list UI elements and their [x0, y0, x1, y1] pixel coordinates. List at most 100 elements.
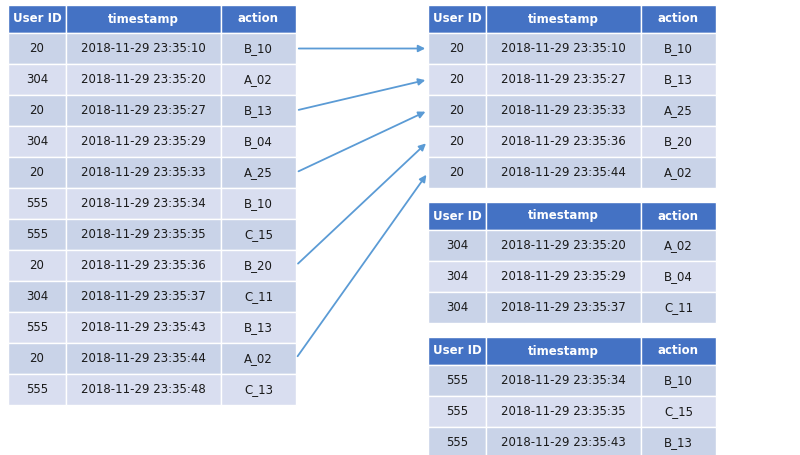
Text: 555: 555 [446, 374, 468, 387]
Bar [8, 219, 66, 250]
Bar [641, 261, 716, 292]
Bar [66, 95, 221, 126]
Bar [66, 126, 221, 157]
Bar [486, 292, 641, 323]
Text: A_25: A_25 [664, 104, 693, 117]
Bar [428, 261, 486, 292]
Bar [66, 219, 221, 250]
Text: 2018-11-29 23:35:20: 2018-11-29 23:35:20 [81, 73, 206, 86]
Bar [486, 337, 641, 365]
Text: User ID: User ID [433, 12, 482, 25]
Text: C_11: C_11 [244, 290, 273, 303]
Bar [8, 64, 66, 95]
Text: 2018-11-29 23:35:35: 2018-11-29 23:35:35 [501, 405, 626, 418]
Bar [66, 33, 221, 64]
Text: B_13: B_13 [244, 104, 273, 117]
Text: 2018-11-29 23:35:27: 2018-11-29 23:35:27 [501, 73, 626, 86]
Text: 304: 304 [446, 301, 468, 314]
Bar [641, 157, 716, 188]
Bar [66, 5, 221, 33]
Bar [428, 95, 486, 126]
Text: timestamp: timestamp [528, 344, 599, 358]
Text: 20: 20 [450, 42, 465, 55]
Text: timestamp: timestamp [108, 12, 179, 25]
Bar [221, 95, 296, 126]
Text: B_10: B_10 [664, 42, 693, 55]
Text: action: action [658, 12, 699, 25]
Text: 2018-11-29 23:35:33: 2018-11-29 23:35:33 [81, 166, 206, 179]
Bar [428, 126, 486, 157]
Text: A_02: A_02 [244, 352, 273, 365]
Text: 20: 20 [30, 42, 45, 55]
Bar [221, 157, 296, 188]
Text: 20: 20 [450, 166, 465, 179]
Bar [8, 281, 66, 312]
Bar [221, 250, 296, 281]
Bar [486, 64, 641, 95]
Bar [486, 365, 641, 396]
Bar [8, 188, 66, 219]
Text: 2018-11-29 23:35:35: 2018-11-29 23:35:35 [81, 228, 206, 241]
Text: 555: 555 [26, 197, 48, 210]
Bar [428, 202, 486, 230]
Bar [221, 188, 296, 219]
Text: 2018-11-29 23:35:10: 2018-11-29 23:35:10 [81, 42, 206, 55]
Text: 555: 555 [26, 383, 48, 396]
Text: 2018-11-29 23:35:37: 2018-11-29 23:35:37 [81, 290, 206, 303]
Bar [221, 219, 296, 250]
Text: 2018-11-29 23:35:20: 2018-11-29 23:35:20 [501, 239, 626, 252]
Text: B_20: B_20 [664, 135, 693, 148]
Text: C_13: C_13 [244, 383, 273, 396]
Text: 2018-11-29 23:35:36: 2018-11-29 23:35:36 [81, 259, 206, 272]
Text: User ID: User ID [433, 344, 482, 358]
Text: 2018-11-29 23:35:44: 2018-11-29 23:35:44 [81, 352, 206, 365]
Bar [641, 202, 716, 230]
Text: 20: 20 [450, 73, 465, 86]
Bar [641, 64, 716, 95]
Text: action: action [238, 12, 279, 25]
Bar [428, 427, 486, 455]
Text: B_04: B_04 [244, 135, 273, 148]
Text: User ID: User ID [13, 12, 62, 25]
Text: 20: 20 [30, 104, 45, 117]
Text: 2018-11-29 23:35:44: 2018-11-29 23:35:44 [501, 166, 626, 179]
Bar [641, 427, 716, 455]
Bar [428, 337, 486, 365]
Bar [428, 292, 486, 323]
Text: C_11: C_11 [664, 301, 693, 314]
Text: B_13: B_13 [664, 73, 693, 86]
Text: 20: 20 [30, 352, 45, 365]
Text: 2018-11-29 23:35:10: 2018-11-29 23:35:10 [501, 42, 626, 55]
Bar [66, 250, 221, 281]
Text: C_15: C_15 [664, 405, 693, 418]
Text: 20: 20 [30, 166, 45, 179]
Text: timestamp: timestamp [528, 12, 599, 25]
Bar [641, 365, 716, 396]
Text: 2018-11-29 23:35:48: 2018-11-29 23:35:48 [81, 383, 206, 396]
Text: 555: 555 [446, 405, 468, 418]
Bar [641, 292, 716, 323]
Bar [486, 5, 641, 33]
Bar [8, 312, 66, 343]
Text: 304: 304 [26, 135, 48, 148]
Bar [641, 396, 716, 427]
Text: B_10: B_10 [664, 374, 693, 387]
Bar [221, 312, 296, 343]
Bar [8, 157, 66, 188]
Bar [66, 281, 221, 312]
Bar [221, 126, 296, 157]
Text: User ID: User ID [433, 209, 482, 222]
Text: 2018-11-29 23:35:29: 2018-11-29 23:35:29 [81, 135, 206, 148]
Bar [641, 33, 716, 64]
Text: 2018-11-29 23:35:37: 2018-11-29 23:35:37 [501, 301, 626, 314]
Bar [486, 427, 641, 455]
Text: B_10: B_10 [244, 197, 273, 210]
Bar [428, 5, 486, 33]
Bar [641, 126, 716, 157]
Text: B_20: B_20 [244, 259, 273, 272]
Text: 20: 20 [450, 104, 465, 117]
Text: 2018-11-29 23:35:43: 2018-11-29 23:35:43 [81, 321, 206, 334]
Text: 2018-11-29 23:35:27: 2018-11-29 23:35:27 [81, 104, 206, 117]
Text: B_10: B_10 [244, 42, 273, 55]
Bar [641, 95, 716, 126]
